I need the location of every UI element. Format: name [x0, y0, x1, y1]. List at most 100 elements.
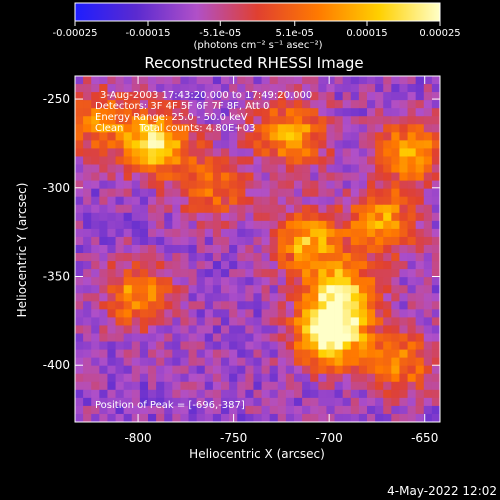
heatmap-cell: [99, 124, 108, 133]
y-tick-label: -300: [43, 181, 70, 195]
heatmap-cell: [115, 164, 125, 173]
heatmap-cell: [83, 325, 92, 334]
heatmap-cell: [302, 373, 311, 383]
heatmap-cell: [310, 253, 319, 262]
heatmap-cell: [277, 228, 287, 238]
heatmap-cell: [350, 204, 360, 214]
heatmap-cell: [342, 212, 352, 222]
heatmap-cell: [285, 389, 295, 399]
heatmap-cell: [407, 148, 417, 157]
heatmap-cell: [358, 236, 368, 246]
heatmap-cell: [269, 196, 279, 206]
heatmap-cell: [342, 261, 352, 270]
heatmap-cell: [245, 309, 254, 318]
heatmap-cell: [156, 373, 165, 383]
heatmap-cell: [139, 253, 149, 262]
heatmap-cell: [391, 76, 400, 85]
heatmap-cell: [204, 349, 214, 359]
heatmap-cell: [237, 373, 246, 383]
heatmap-cell: [123, 397, 133, 407]
heatmap-cell: [375, 301, 384, 310]
heatmap-cell: [148, 236, 157, 246]
heatmap-cell: [212, 293, 222, 302]
heatmap-cell: [164, 397, 173, 407]
heatmap-cell: [294, 196, 303, 206]
heatmap-cell: [375, 188, 384, 198]
heatmap-cell: [423, 261, 433, 270]
heatmap-cell: [212, 381, 222, 391]
heatmap-cell: [196, 92, 206, 101]
heatmap-cell: [375, 196, 384, 206]
heatmap-cell: [350, 124, 360, 133]
heatmap-cell: [310, 180, 319, 190]
heatmap-cell: [269, 140, 279, 149]
heatmap-cell: [245, 188, 254, 198]
heatmap-cell: [91, 373, 100, 383]
heatmap-cell: [148, 140, 157, 149]
heatmap-cell: [285, 148, 295, 157]
heatmap-cell: [391, 212, 400, 222]
heatmap-cell: [180, 164, 189, 173]
heatmap-cell: [107, 317, 116, 326]
heatmap-cell: [237, 325, 246, 334]
heatmap-cell: [115, 341, 125, 350]
heatmap-cell: [358, 285, 368, 294]
heatmap-cell: [391, 413, 400, 423]
heatmap-cell: [383, 325, 392, 334]
heatmap-cell: [399, 413, 408, 423]
heatmap-cell: [391, 397, 400, 407]
heatmap-cell: [375, 293, 384, 302]
heatmap-cell: [407, 100, 417, 109]
heatmap-cell: [123, 325, 133, 334]
heatmap-cell: [285, 333, 295, 342]
heatmap-cell: [91, 269, 100, 278]
heatmap-cell: [91, 172, 100, 182]
heatmap-cell: [164, 236, 173, 246]
heatmap-cell: [423, 156, 433, 165]
heatmap-cell: [148, 100, 157, 109]
heatmap-cell: [75, 285, 84, 294]
heatmap-cell: [131, 180, 141, 190]
heatmap-cell: [131, 269, 141, 278]
heatmap-cell: [423, 373, 433, 383]
heatmap-cell: [139, 309, 149, 318]
heatmap-cell: [156, 228, 165, 238]
heatmap-cell: [253, 301, 262, 310]
heatmap-cell: [294, 212, 303, 222]
heatmap-cell: [139, 244, 149, 254]
heatmap-cell: [237, 220, 246, 230]
heatmap-cell: [131, 148, 141, 157]
heatmap-cell: [156, 244, 165, 254]
heatmap-cell: [294, 293, 303, 302]
heatmap-cell: [172, 156, 181, 165]
heatmap-cell: [237, 405, 246, 415]
heatmap-cell: [75, 397, 84, 407]
heatmap-cell: [358, 132, 368, 141]
heatmap-cell: [99, 188, 108, 198]
heatmap-cell: [285, 212, 295, 222]
heatmap-cell: [334, 228, 344, 238]
heatmap-cell: [342, 357, 352, 367]
heatmap-cell: [334, 405, 344, 415]
heatmap-cell: [188, 188, 198, 198]
heatmap-cell: [367, 397, 376, 407]
heatmap-cell: [277, 212, 287, 222]
heatmap-cell: [131, 405, 141, 415]
heatmap-cell: [310, 92, 319, 101]
heatmap-cell: [180, 341, 189, 350]
heatmap-cell: [261, 244, 271, 254]
heatmap-cell: [431, 413, 441, 423]
heatmap-cell: [99, 277, 108, 286]
heatmap-cell: [375, 261, 384, 270]
heatmap-cell: [115, 212, 125, 222]
heatmap-cell: [212, 212, 222, 222]
heatmap-cell: [99, 244, 108, 254]
heatmap-cell: [269, 285, 279, 294]
heatmap-cell: [164, 172, 173, 182]
heatmap-cell: [399, 164, 408, 173]
heatmap-cell: [407, 357, 417, 367]
heatmap-cell: [294, 204, 303, 214]
heatmap-cell: [269, 413, 279, 423]
heatmap-cell: [350, 92, 360, 101]
heatmap-cell: [399, 212, 408, 222]
